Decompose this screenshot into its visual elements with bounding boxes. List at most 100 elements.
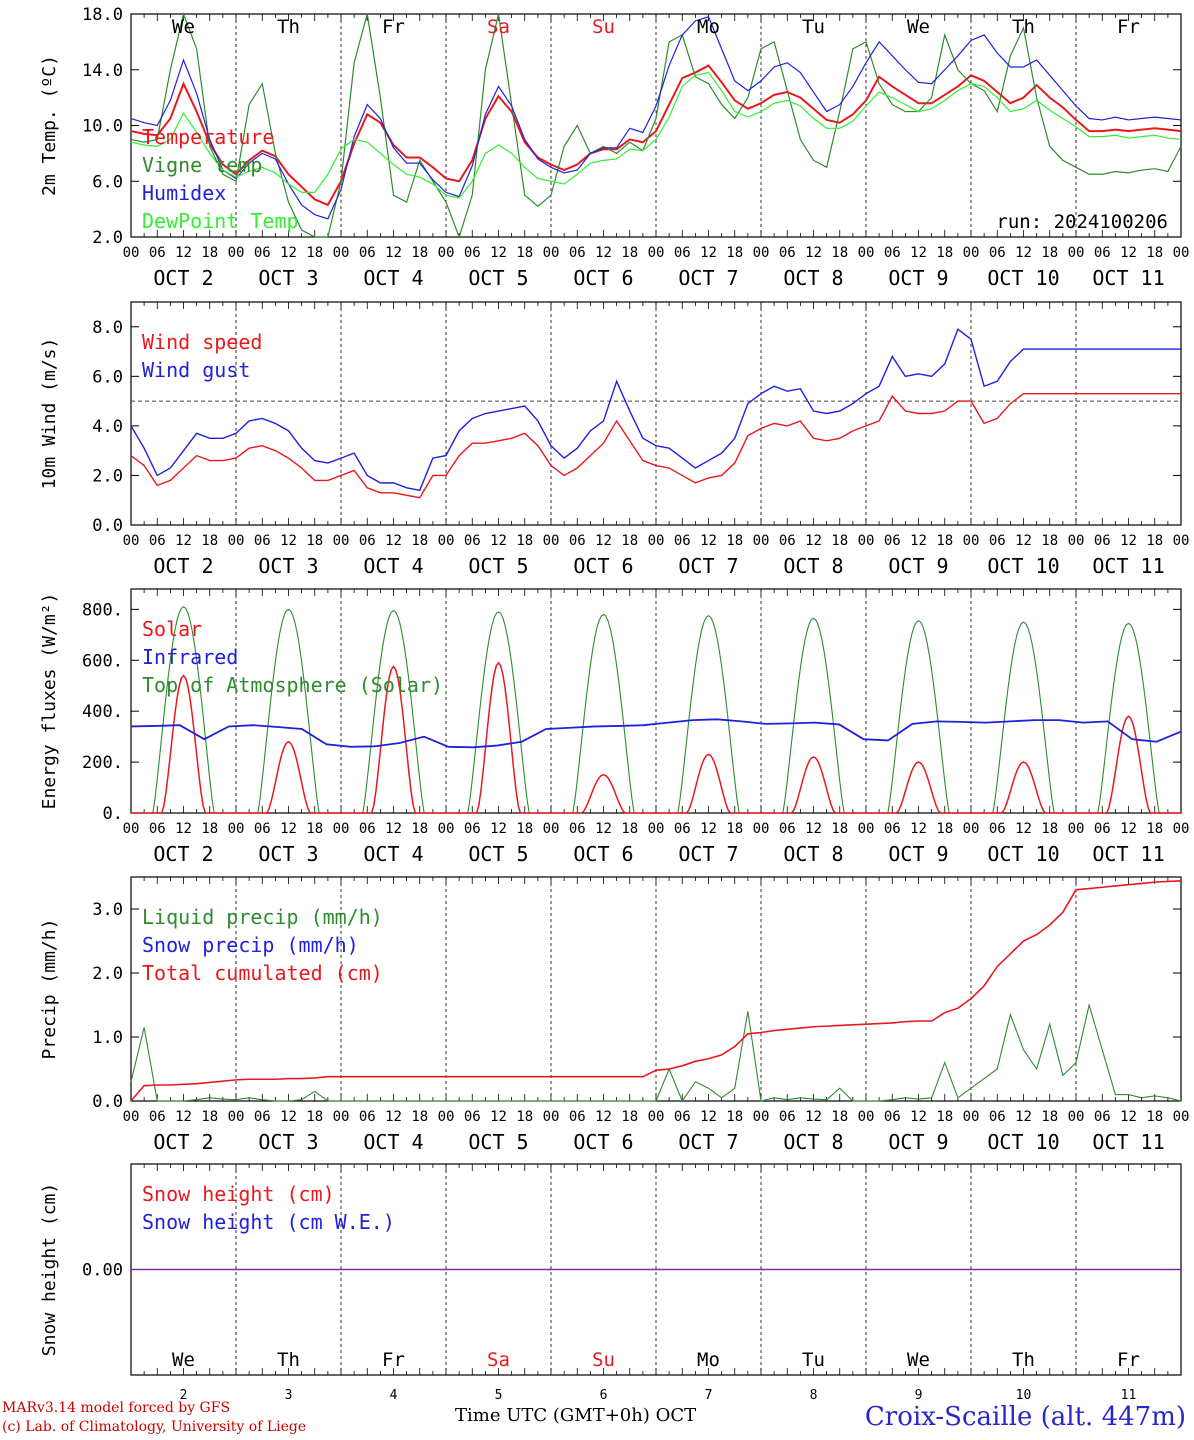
hour-tick-label: 06	[989, 533, 1006, 549]
date-label: OCT 8	[783, 1130, 843, 1154]
hour-tick-label: 18	[411, 533, 428, 549]
date-label: OCT 3	[258, 266, 318, 290]
hour-tick-label: 06	[254, 245, 271, 261]
hour-tick-label: 12	[385, 1109, 402, 1125]
hour-tick-label: 06	[884, 821, 901, 837]
hour-tick-label: 12	[805, 533, 822, 549]
hour-tick-label: 18	[831, 245, 848, 261]
y-tick-label: 400.	[82, 702, 123, 722]
weekday-label: Su	[592, 16, 615, 38]
day-number-label: 3	[285, 1388, 293, 1403]
hour-tick-label: 12	[700, 1109, 717, 1125]
hour-tick-label: 00	[1068, 1109, 1085, 1125]
day-number-label: 8	[810, 1388, 818, 1403]
series-toa-solar-day	[341, 609, 446, 814]
hour-tick-label: 00	[123, 1109, 140, 1125]
hour-tick-label: 18	[831, 533, 848, 549]
hour-tick-label: 12	[280, 821, 297, 837]
hour-tick-label: 00	[753, 1109, 770, 1125]
hour-tick-label: 06	[464, 533, 481, 549]
hour-tick-label: 12	[910, 245, 927, 261]
hour-tick-label: 00	[1173, 245, 1190, 261]
series-toa-solar-day	[236, 608, 341, 814]
series-toa-solar-day	[866, 620, 971, 814]
series-wind-speed	[130, 392, 1181, 499]
hour-tick-label: 00	[1068, 245, 1085, 261]
hour-tick-label: 06	[359, 245, 376, 261]
weekday-label: Tu	[802, 1349, 825, 1371]
series-total-cumulated-cm-	[130, 880, 1182, 1102]
series-toa-solar-day	[551, 613, 656, 814]
hour-tick-label: 00	[543, 1109, 560, 1125]
hour-tick-label: 00	[438, 533, 455, 549]
hour-tick-label: 00	[753, 245, 770, 261]
date-label: OCT 5	[468, 266, 528, 290]
date-label: OCT 7	[678, 554, 738, 578]
hour-tick-label: 12	[175, 245, 192, 261]
hour-tick-label: 12	[385, 245, 402, 261]
hour-tick-label: 00	[438, 245, 455, 261]
hour-tick-label: 12	[490, 245, 507, 261]
hour-tick-label: 18	[936, 1109, 953, 1125]
hour-tick-label: 18	[1146, 1109, 1163, 1125]
hour-tick-label: 18	[1041, 1109, 1058, 1125]
series-solar-day	[551, 774, 656, 814]
hour-tick-label: 18	[936, 821, 953, 837]
legend-entry: Infrared	[142, 645, 238, 669]
hour-tick-label: 00	[123, 533, 140, 549]
hour-tick-label: 06	[1094, 245, 1111, 261]
panel-1: 2.0 6.0 10.0 14.0 18.0 2m Temp. (ºC) Temperatu…	[39, 5, 1189, 290]
date-label: OCT 10	[987, 842, 1059, 866]
hour-tick-label: 00	[543, 533, 560, 549]
hour-tick-label: 12	[1120, 821, 1137, 837]
date-label: OCT 6	[573, 842, 633, 866]
hour-tick-label: 00	[333, 245, 350, 261]
legend-entry: Liquid precip (mm/h)	[142, 905, 383, 929]
date-label: OCT 10	[987, 554, 1059, 578]
y-tick-label: 2.0	[92, 228, 123, 248]
date-label: OCT 7	[678, 266, 738, 290]
day-number-label: 6	[600, 1388, 608, 1403]
panel-2: 0.0 2.0 4.0 6.0 8.0 10m Wind (m/s) Wind speed W…	[39, 301, 1189, 578]
hour-tick-label: 06	[464, 821, 481, 837]
station-name: Croix-Scaille (alt. 447m)	[864, 1402, 1186, 1432]
series-temperature	[130, 64, 1182, 207]
day-number-label: 4	[390, 1388, 398, 1403]
y-tick-label: 0.	[103, 804, 123, 824]
day-number-label: 7	[705, 1388, 713, 1403]
y-axis-label: Energy fluxes (W/m²)	[39, 593, 60, 810]
hour-tick-label: 18	[516, 1109, 533, 1125]
hour-tick-label: 06	[884, 245, 901, 261]
legend-entry: Humidex	[142, 181, 226, 205]
weekday-label: Tu	[802, 16, 825, 38]
hour-tick-label: 00	[543, 245, 560, 261]
hour-tick-label: 12	[595, 821, 612, 837]
day-number-label: 10	[1016, 1388, 1032, 1403]
hour-tick-label: 12	[1015, 821, 1032, 837]
hour-tick-label: 06	[464, 1109, 481, 1125]
hour-tick-label: 06	[674, 245, 691, 261]
y-tick-label: 600.	[82, 651, 123, 671]
hour-tick-label: 12	[490, 1109, 507, 1125]
hour-tick-label: 12	[385, 533, 402, 549]
hour-tick-label: 18	[411, 245, 428, 261]
panel-4: 0.0 1.0 2.0 3.0 Precip (mm/h) Liquid precip (…	[39, 876, 1189, 1154]
weekday-label: Mo	[697, 1349, 720, 1371]
hour-tick-label: 06	[674, 821, 691, 837]
hour-tick-label: 18	[831, 1109, 848, 1125]
hour-tick-label: 12	[1120, 245, 1137, 261]
hour-tick-label: 18	[516, 245, 533, 261]
hour-tick-label: 06	[149, 1109, 166, 1125]
hour-tick-label: 12	[1120, 1109, 1137, 1125]
hour-tick-label: 06	[254, 821, 271, 837]
legend-entry: Temperature	[142, 125, 274, 149]
hour-tick-label: 06	[1094, 821, 1111, 837]
weekday-label: Su	[592, 1349, 615, 1371]
hour-tick-label: 00	[858, 821, 875, 837]
weekday-label: Fr	[1117, 1349, 1140, 1371]
hour-tick-label: 18	[516, 821, 533, 837]
hour-tick-label: 06	[569, 245, 586, 261]
hour-tick-label: 18	[1041, 821, 1058, 837]
date-label: OCT 2	[153, 842, 213, 866]
